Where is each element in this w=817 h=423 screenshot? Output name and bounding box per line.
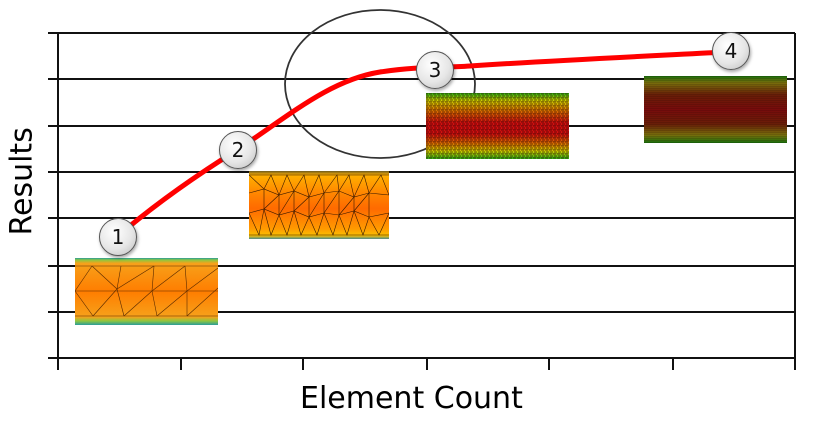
marker-label: 3 — [428, 58, 442, 82]
mesh-image-medium — [249, 171, 389, 239]
point-marker-1: 1 — [99, 218, 137, 256]
y-axis-label: Results — [4, 127, 40, 236]
x-axis-label: Element Count — [300, 381, 523, 416]
marker-label: 2 — [231, 138, 245, 162]
highlight-ellipse — [284, 9, 476, 159]
marker-label: 1 — [111, 225, 125, 249]
marker-label: 4 — [724, 39, 738, 63]
results-curve — [115, 49, 729, 239]
mesh-image-fine — [426, 93, 569, 159]
point-marker-2: 2 — [219, 131, 257, 169]
point-marker-4: 4 — [712, 32, 750, 70]
point-marker-3: 3 — [416, 51, 454, 89]
mesh-image-very-fine — [644, 76, 787, 143]
mesh-image-coarse — [75, 258, 218, 325]
x-ticks — [180, 358, 674, 370]
